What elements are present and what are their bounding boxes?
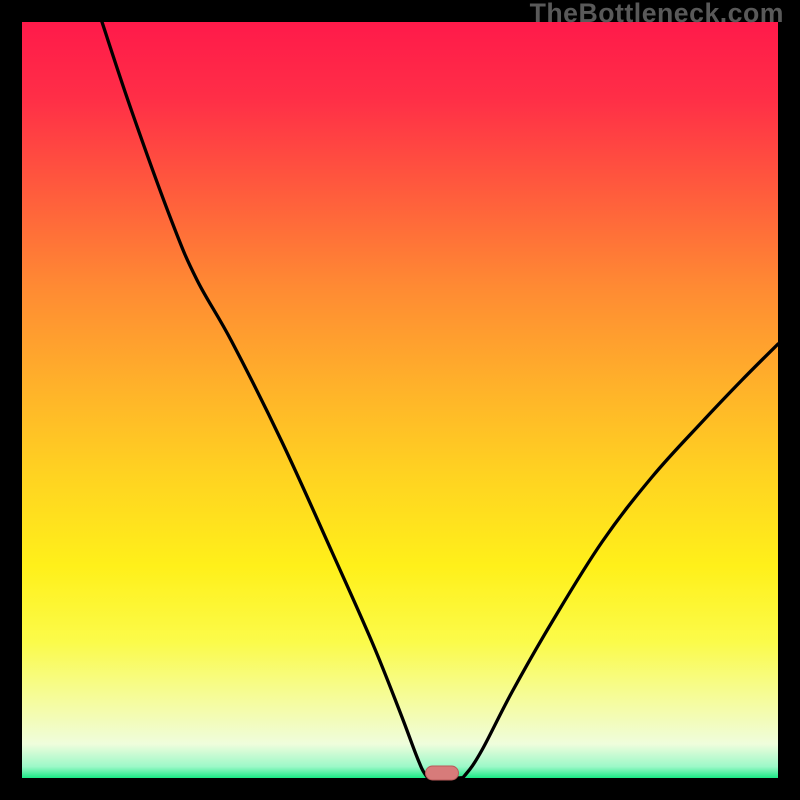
chart-container: TheBottleneck.com xyxy=(0,0,800,800)
bottleneck-curve xyxy=(22,22,778,778)
bottleneck-marker xyxy=(425,766,459,781)
watermark-text: TheBottleneck.com xyxy=(530,0,784,29)
curve-path xyxy=(102,22,778,778)
plot-area xyxy=(22,22,778,778)
